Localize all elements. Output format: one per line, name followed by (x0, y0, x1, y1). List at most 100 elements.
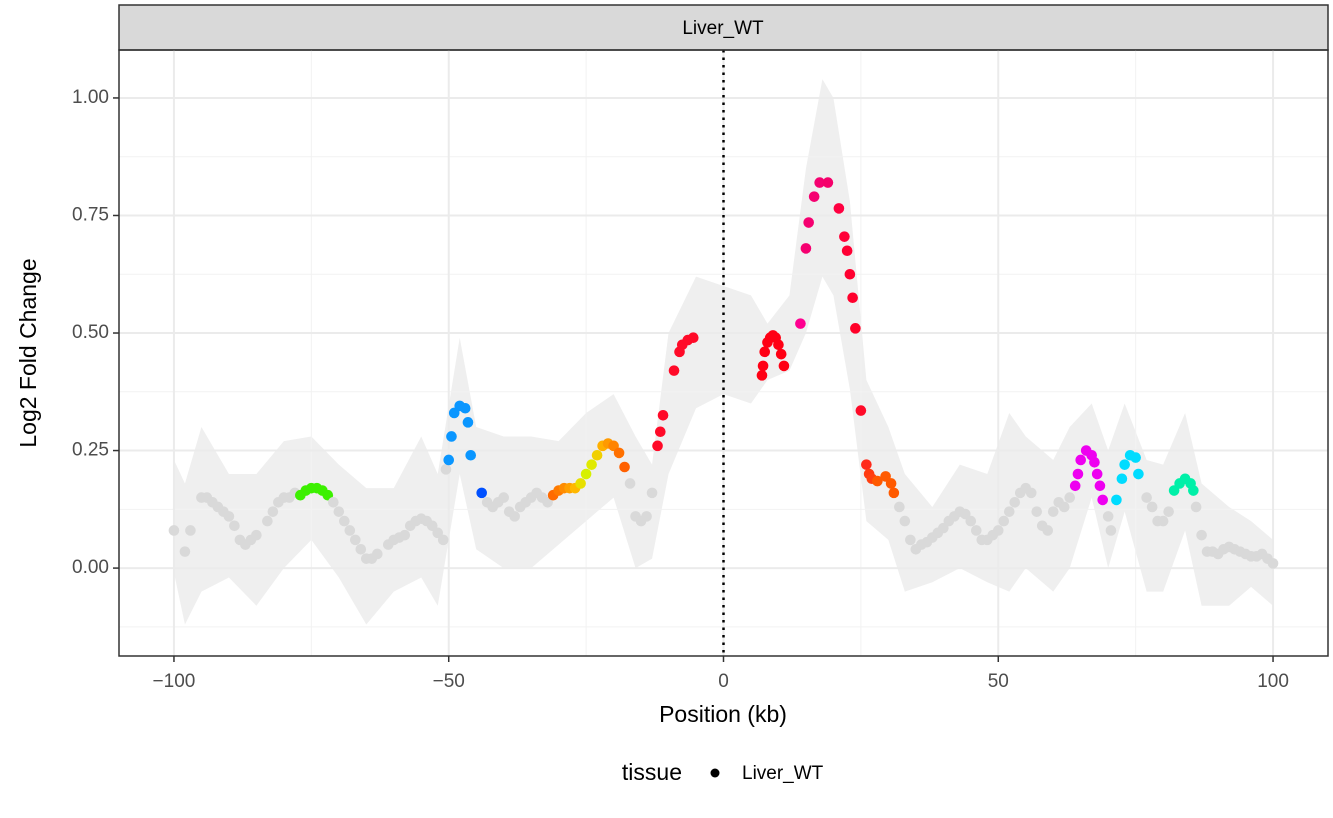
data-point (591, 449, 603, 461)
data-point (179, 546, 191, 557)
data-point (800, 243, 812, 254)
data-point (1025, 487, 1037, 499)
data-point (1111, 494, 1122, 506)
data-point (808, 191, 820, 202)
data-point (168, 525, 180, 536)
data-point (586, 459, 597, 470)
data-point (440, 464, 452, 475)
data-point (1031, 506, 1043, 517)
data-point (795, 318, 806, 329)
y-tick-label: 0.00 (72, 557, 109, 578)
data-point (1003, 506, 1015, 517)
x-tick-label: 50 (988, 671, 1009, 692)
data-point (339, 515, 350, 527)
data-point (992, 525, 1004, 536)
x-tick-label: −100 (153, 671, 196, 692)
data-point (757, 360, 769, 372)
data-point (1072, 468, 1084, 480)
y-axis-title: Log2 Fold Change (15, 258, 41, 447)
data-point (885, 478, 897, 489)
data-point (905, 534, 916, 546)
data-point (1196, 529, 1207, 541)
data-point (459, 402, 471, 414)
legend-label: Liver_WT (742, 763, 824, 784)
data-point (1163, 506, 1174, 517)
data-point (855, 405, 867, 416)
data-point (1097, 494, 1108, 506)
data-point (350, 534, 361, 546)
data-point (619, 461, 630, 473)
legend-key (710, 768, 720, 778)
data-point (839, 231, 850, 242)
facet-strip (118, 4, 1329, 51)
x-axis-title: Position (kb) (659, 701, 787, 727)
data-point (833, 203, 845, 214)
data-point (1069, 480, 1081, 492)
data-point (803, 217, 814, 228)
data-point (778, 360, 790, 372)
data-point (655, 426, 666, 438)
data-point (652, 440, 663, 452)
y-tick-label: 1.00 (72, 87, 109, 108)
data-point (328, 496, 339, 508)
data-point (759, 346, 771, 358)
y-tick-label: 0.25 (72, 440, 109, 461)
data-point (998, 515, 1010, 527)
data-point (355, 543, 367, 555)
data-point (1188, 485, 1199, 496)
y-tick-label: 0.50 (72, 322, 109, 343)
data-point (580, 468, 592, 480)
data-point (465, 449, 477, 461)
data-point (1064, 492, 1076, 503)
data-point (443, 454, 455, 466)
data-point (185, 525, 196, 536)
data-point (1009, 496, 1021, 508)
data-point (1047, 506, 1059, 517)
data-point (822, 177, 834, 188)
data-point (371, 548, 383, 560)
data-point (1119, 459, 1130, 470)
data-point (641, 511, 652, 522)
data-point (1042, 525, 1054, 536)
data-point (613, 447, 625, 459)
data-point (814, 177, 825, 188)
x-tick-label: 100 (1257, 671, 1289, 692)
data-point (844, 268, 856, 280)
data-point (1116, 473, 1128, 485)
data-point (446, 431, 457, 442)
data-point (509, 511, 520, 522)
data-point (462, 417, 474, 428)
data-point (437, 534, 449, 546)
data-point (399, 529, 411, 541)
data-point (1267, 558, 1279, 569)
data-point (267, 506, 279, 517)
data-point (888, 487, 900, 499)
data-point (223, 511, 235, 522)
data-point (756, 370, 768, 381)
data-point (1157, 515, 1169, 527)
data-point (657, 409, 669, 421)
data-point (872, 475, 883, 487)
data-point (841, 245, 853, 257)
data-point (1141, 492, 1152, 503)
data-point (687, 332, 699, 344)
data-point (775, 348, 787, 360)
data-point (229, 520, 240, 532)
data-point (1130, 452, 1141, 463)
data-point (1089, 457, 1100, 468)
legend-title: tissue (622, 759, 682, 785)
data-point (646, 487, 658, 499)
data-point (575, 478, 586, 489)
data-point (1094, 480, 1106, 492)
data-point (894, 501, 905, 513)
data-point (773, 339, 784, 351)
data-point (850, 323, 861, 334)
data-point (1058, 501, 1070, 513)
data-point (344, 525, 356, 536)
data-point (1133, 468, 1144, 480)
data-point (847, 292, 858, 304)
y-tick-label: 0.75 (72, 205, 109, 226)
data-point (861, 459, 872, 470)
data-point (624, 478, 636, 489)
data-point (1105, 525, 1117, 536)
